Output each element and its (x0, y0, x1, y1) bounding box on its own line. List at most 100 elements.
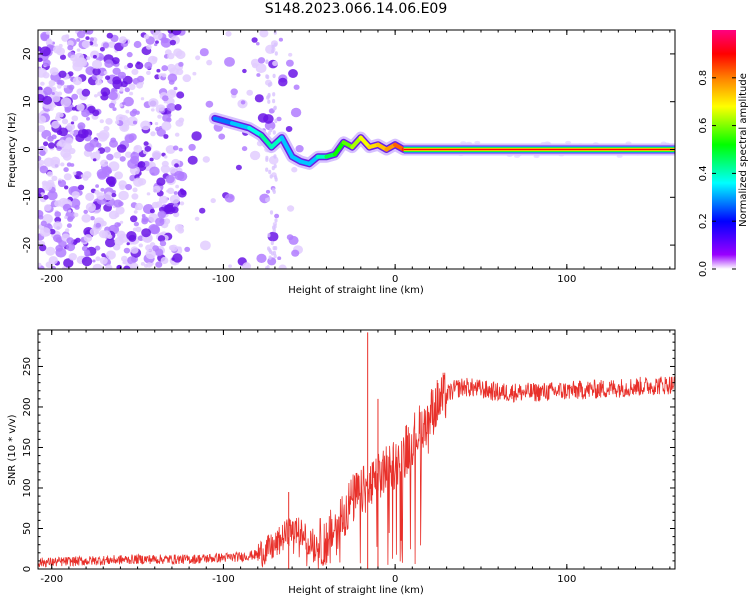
noise-blob (76, 38, 81, 42)
noise-blob (58, 70, 67, 79)
noise-blob (111, 57, 120, 65)
noise-blob (267, 233, 271, 238)
noise-blob (272, 92, 276, 97)
y-tick-label: -10 (22, 189, 33, 205)
noise-blob (235, 164, 242, 171)
noise-blob (66, 40, 74, 47)
noise-blob (63, 85, 67, 89)
noise-blob (177, 189, 187, 198)
noise-blob (76, 48, 81, 52)
noise-blob (97, 132, 109, 142)
noise-blob (95, 256, 101, 262)
x-tick-label: -200 (40, 274, 63, 285)
noise-blob (92, 67, 101, 76)
noise-blob (97, 171, 107, 180)
noise-blob (157, 235, 166, 242)
noise-blob (242, 262, 252, 269)
noise-blob (115, 114, 126, 123)
noise-blob (53, 221, 63, 230)
noise-blob (179, 171, 184, 177)
noise-blob (51, 134, 57, 140)
colorbar-tick-label: 0.6 (698, 118, 709, 134)
noise-blob (173, 48, 183, 57)
noise-blob (105, 118, 113, 125)
noise-blob (130, 246, 139, 254)
noise-blob (92, 54, 97, 59)
noise-blob (81, 109, 90, 118)
noise-blob (114, 236, 124, 246)
noise-blob (81, 129, 87, 134)
noise-blob (94, 94, 98, 98)
noise-blob (225, 31, 232, 37)
noise-blob (89, 139, 99, 148)
noise-blob (265, 167, 269, 172)
snr-panel: -200 -100 0 100 0 50 100 150 200 250 Height of st… (7, 329, 676, 596)
noise-blob (224, 193, 235, 203)
noise-blob (51, 92, 55, 95)
noise-blob (39, 46, 51, 57)
noise-blob (274, 175, 278, 180)
noise-blob (42, 95, 53, 105)
noise-blob (177, 224, 182, 229)
noise-blob (179, 201, 185, 206)
noise-blob (121, 255, 128, 262)
noise-blob (168, 79, 175, 85)
noise-blob (272, 98, 276, 104)
ridge-segment (247, 126, 264, 138)
noise-blob (39, 150, 46, 157)
noise-blob (89, 37, 95, 42)
noise-blob (54, 211, 61, 218)
noise-blob (202, 156, 210, 163)
noise-blob (272, 189, 276, 194)
noise-blob (173, 86, 178, 91)
noise-blob (96, 150, 100, 154)
noise-blob (75, 237, 81, 243)
noise-blob (143, 141, 149, 146)
noise-blob (116, 230, 126, 239)
noise-blob (272, 130, 276, 135)
snr-plot-area (38, 332, 675, 569)
noise-blob (103, 125, 110, 132)
noise-blob (95, 222, 101, 228)
noise-blob (68, 252, 78, 261)
noise-blob (130, 262, 139, 269)
noise-blob (57, 79, 65, 86)
x-tick-label: -200 (40, 574, 63, 585)
noise-blob (67, 216, 74, 222)
noise-blob (71, 115, 79, 122)
snr-background (38, 330, 675, 569)
noise-blob (63, 167, 69, 173)
noise-blob (269, 174, 273, 179)
noise-blob (169, 39, 176, 46)
noise-blob (74, 204, 80, 210)
noise-blob (162, 114, 171, 122)
noise-blob (99, 119, 105, 124)
noise-blob (112, 190, 116, 194)
noise-blob (66, 243, 76, 252)
noise-blob (38, 125, 45, 133)
noise-blob (273, 164, 277, 169)
noise-blob (118, 71, 126, 79)
noise-blob (206, 59, 213, 66)
noise-blob (72, 76, 83, 86)
colorbar-tick-label: 0.0 (698, 261, 709, 277)
colorbar-ticks: 0.0 0.2 0.4 0.6 0.8 (698, 70, 736, 277)
noise-blob (123, 96, 134, 107)
noise-blob (158, 106, 165, 112)
noise-blob (291, 249, 300, 257)
noise-blob (178, 61, 184, 67)
snr-y-axis-label: SNR (10 * v/v) (7, 414, 18, 485)
snr-x-axis-label: Height of straight line (km) (288, 585, 424, 596)
noise-blob (474, 140, 481, 144)
y-tick-label: 0 (22, 566, 33, 572)
noise-blob (56, 146, 62, 151)
noise-blob (38, 57, 43, 62)
noise-blob (272, 60, 278, 67)
noise-blob (146, 262, 153, 268)
noise-blob (270, 240, 274, 246)
noise-blob (47, 38, 52, 43)
noise-blob (268, 249, 273, 254)
noise-blob (100, 187, 105, 192)
